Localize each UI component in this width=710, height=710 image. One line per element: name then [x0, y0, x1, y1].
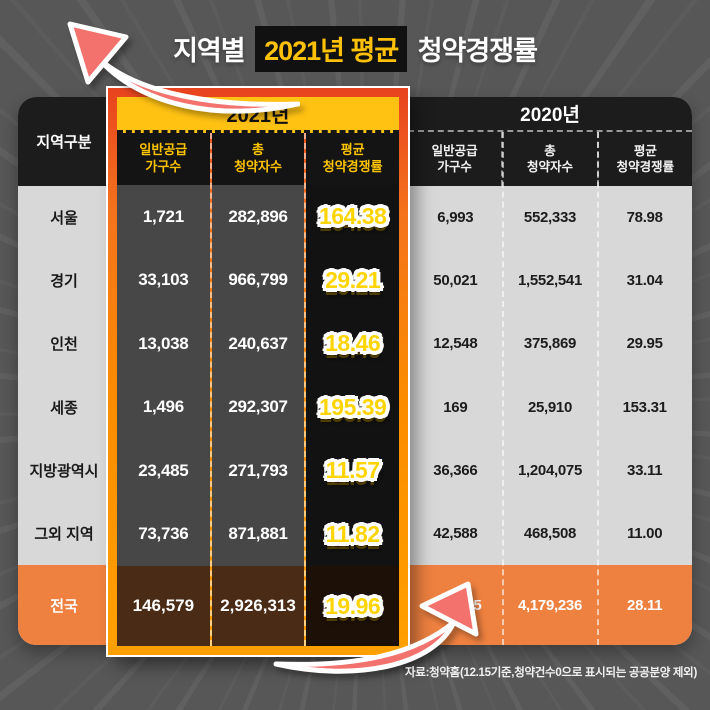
cell-2020-supply: 12,548 [433, 335, 478, 353]
table-row-metro-cities: 지방광역시 36,366 1,204,075 33.11 [18, 439, 692, 502]
table-row-other-regions: 그외 지역 42,588 468,508 11.00 [18, 502, 692, 565]
cell-2020-subscribers: 375,869 [523, 335, 577, 353]
col-header-supply-2020: 일반공급 가구수 [431, 143, 478, 174]
region-column-header: 지역구분 [36, 134, 92, 151]
cell-2020-subscribers: 552,333 [523, 209, 577, 227]
cell-2021-rate: 164.38 [319, 203, 387, 230]
cell-2021-supply: 1,496 [117, 375, 210, 439]
group-2020-label: 2020년 [520, 105, 580, 126]
cell-2020-rate: 153.31 [622, 398, 667, 416]
cell-2020-subscribers: 1,204,075 [517, 461, 582, 479]
cell-2021-subscribers: 282,896 [211, 185, 305, 249]
cell-2020-rate: 29.95 [626, 335, 663, 353]
table-row-sejong: 세종 169 25,910 153.31 [18, 376, 692, 439]
cell-2021-rate: 11.82 [326, 521, 380, 548]
cell-2020-rate: 33.11 [627, 461, 663, 479]
cell-2021-rate: 18.46 [325, 330, 381, 357]
page-title: 지역별 2021년 평균 청약경쟁률 [0, 26, 710, 72]
cell-2020-supply: 36,366 [433, 461, 478, 479]
cell-2021-subscribers: 271,793 [211, 439, 305, 503]
group-2021-grid: 일반공급 가구수 1,721 33,103 13,038 1,496 23,48… [117, 133, 400, 646]
group-2020: 2020년 일반공급 가구수 총 청약자수 평균 청약경쟁률 [408, 97, 692, 186]
region-label: 서울 [50, 210, 78, 228]
cell-2021-subscribers: 292,307 [211, 375, 305, 439]
cell-2021-supply-total: 146,579 [117, 566, 210, 646]
header-dashed-divider [408, 130, 692, 132]
cell-2020-supply: 6,993 [437, 209, 474, 227]
col-header-subscribers-2021: 총 청약자수 [211, 133, 305, 185]
col-header-subscribers-2020: 총 청약자수 [501, 132, 596, 186]
table-row-gyeonggi: 경기 50,021 1,552,541 31.04 [18, 249, 692, 312]
cell-2021-subscribers: 871,881 [211, 502, 305, 566]
region-label: 그외 지역 [34, 525, 94, 543]
region-label: 지방광역시 [29, 462, 99, 480]
source-note: 자료:청약홈(12.15기준,청약건수0으로 표시되는 공공분양 제외) [405, 667, 697, 679]
cell-2020-subscribers: 25,910 [527, 398, 573, 416]
group-2020-subheaders: 일반공급 가구수 총 청약자수 평균 청약경쟁률 [408, 132, 692, 186]
group-2021-label: 2021년 [117, 97, 399, 133]
region-label: 세종 [50, 399, 78, 417]
cell-2021-subscribers: 966,799 [211, 248, 305, 312]
cell-2020-subscribers: 1,552,541 [517, 272, 582, 290]
col-header-supply-2021: 일반공급 가구수 [117, 133, 210, 185]
cell-2021-rate: 29.21 [325, 267, 381, 294]
column-dashed-divider [597, 132, 599, 645]
cell-2021-supply: 73,736 [117, 502, 210, 566]
col-2021-supply: 일반공급 가구수 1,721 33,103 13,038 1,496 23,48… [117, 133, 210, 646]
cell-2020-subscribers-total: 4,179,236 [517, 596, 582, 614]
cell-2020-supply-total: 148,685 [429, 596, 482, 614]
region-label: 경기 [50, 273, 78, 291]
cell-2020-rate: 11.00 [627, 524, 663, 542]
cell-2020-rate: 78.98 [626, 209, 663, 227]
table-body: 서울 6,993 552,333 78.98 경기 50,021 1,552,5… [18, 186, 692, 565]
cell-2020-subscribers: 468,508 [523, 524, 577, 542]
title-suffix: 청약경쟁률 [417, 36, 538, 66]
col-2021-rate: 평균 청약경쟁률 164.38 29.21 18.46 195.39 11.57… [304, 133, 400, 646]
col-header-rate-2021: 평균 청약경쟁률 [306, 133, 400, 185]
title-prefix: 지역별 [173, 36, 246, 66]
col-header-rate-2020: 평균 청약경쟁률 [596, 132, 692, 186]
cell-2020-supply: 50,021 [433, 272, 478, 290]
cell-2021-supply: 33,103 [117, 248, 210, 312]
cell-2020-rate: 31.04 [626, 272, 663, 290]
region-label: 인천 [50, 336, 78, 354]
cell-2021-supply: 13,038 [117, 312, 210, 376]
title-highlight: 2021년 평균 [255, 26, 408, 72]
region-label-total: 전국 [50, 597, 78, 615]
cell-2021-supply: 23,485 [117, 439, 210, 503]
cell-2021-rate-total: 19.96 [325, 593, 381, 620]
table-row-incheon: 인천 12,548 375,869 29.95 [18, 312, 692, 375]
cell-2021-rate: 195.39 [319, 394, 387, 421]
cell-2020-supply: 169 [443, 398, 468, 416]
highlight-box-2021: 2021년 일반공급 가구수 1,721 33,103 13,038 1,496… [108, 88, 408, 655]
table-row-seoul: 서울 6,993 552,333 78.98 [18, 186, 692, 249]
col-2021-subscribers: 총 청약자수 282,896 966,799 240,637 292,307 2… [209, 133, 305, 646]
column-dashed-divider [502, 132, 504, 645]
cell-2020-rate-total: 28.11 [627, 596, 663, 614]
cell-2020-supply: 42,588 [433, 524, 478, 542]
cell-2021-supply: 1,721 [117, 185, 210, 249]
cell-2021-subscribers: 240,637 [211, 312, 305, 376]
cell-2021-subscribers-total: 2,926,313 [211, 566, 305, 646]
cell-2021-rate: 11.57 [326, 457, 380, 484]
